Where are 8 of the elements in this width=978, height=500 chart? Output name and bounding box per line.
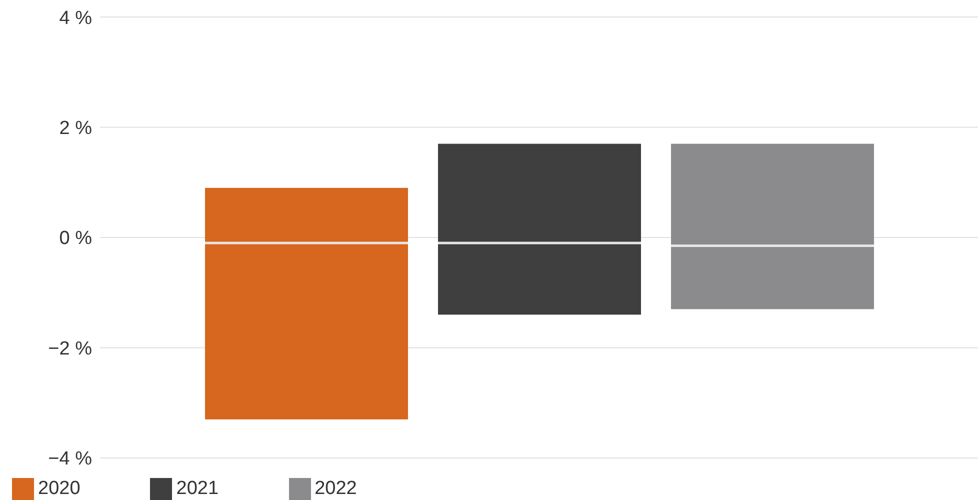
y-tick-label: −4 % bbox=[48, 448, 92, 470]
legend-label: 2020 bbox=[38, 478, 80, 499]
y-tick-label: 4 % bbox=[59, 8, 92, 29]
y-tick-label: 2 % bbox=[59, 118, 92, 139]
y-tick-label: −2 % bbox=[48, 338, 92, 360]
legend-label: 2022 bbox=[314, 478, 357, 499]
y-tick-label: 0 % bbox=[59, 228, 92, 250]
legend-label: 2021 bbox=[176, 478, 219, 499]
